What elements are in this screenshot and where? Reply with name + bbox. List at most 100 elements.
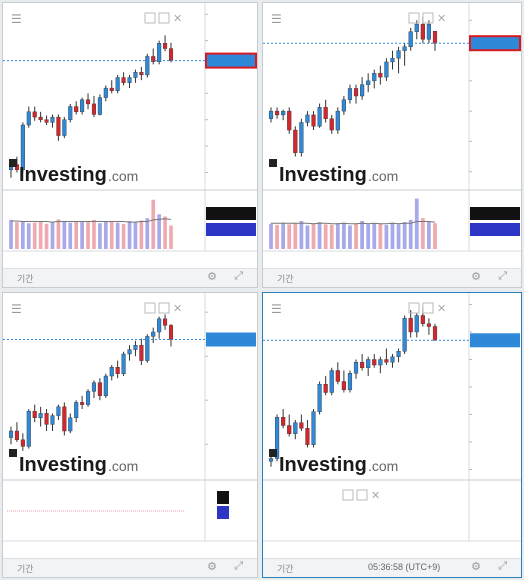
close-icon[interactable]: ✕ <box>437 303 446 315</box>
period-label[interactable]: 기간 <box>17 564 34 574</box>
volume-tag-box <box>470 207 520 220</box>
period-label[interactable]: 기간 <box>277 274 294 284</box>
close-icon[interactable]: ✕ <box>371 490 380 502</box>
settings-icon[interactable] <box>408 12 420 24</box>
period-label[interactable]: 기간 <box>277 564 294 574</box>
candle-body <box>74 402 79 419</box>
candle-body <box>317 384 322 412</box>
candle-body <box>109 87 114 91</box>
candle-body <box>366 359 371 368</box>
price-tag-box <box>470 333 520 348</box>
candle-body <box>353 88 359 97</box>
visibility-icon[interactable] <box>356 489 368 501</box>
chart-panel-russell[interactable]: Investing .com ☰ ✕ ✕ 기간 05:36:58 (UTC+9) ⚙ ⤢ <box>262 292 522 578</box>
visibility-icon[interactable] <box>158 302 170 314</box>
volume-bar <box>103 221 108 249</box>
volume-tag-box <box>206 207 256 220</box>
candle-body <box>50 116 55 123</box>
volume-bar <box>329 224 334 249</box>
gear-icon[interactable]: ⚙ <box>471 271 481 283</box>
candle-body <box>145 336 150 361</box>
chart-svg-dow[interactable]: Investing .com ☰ ✕ <box>3 3 257 269</box>
candle-body <box>396 351 401 357</box>
candle-body <box>20 124 25 171</box>
volume-bar <box>281 222 286 249</box>
expand-icon[interactable]: ⤢ <box>234 270 243 282</box>
price-tag-box <box>206 332 256 347</box>
price-tag-box <box>469 35 521 52</box>
candle-body <box>311 114 316 127</box>
candle-body <box>341 381 346 390</box>
candle-body <box>426 323 432 327</box>
candle-body <box>432 326 438 341</box>
visibility-icon[interactable] <box>422 302 434 314</box>
chart-svg-russell[interactable]: Investing .com ☰ ✕ ✕ <box>263 293 521 559</box>
candle-body <box>44 413 49 425</box>
expand-icon[interactable]: ⤢ <box>498 560 507 572</box>
settings-icon[interactable] <box>144 12 156 24</box>
gear-icon[interactable]: ⚙ <box>207 561 217 573</box>
chart-svg-nasdaq[interactable]: Investing .com ☰ ✕ <box>263 3 521 269</box>
settings-icon[interactable] <box>144 302 156 314</box>
volume-bar <box>427 221 431 249</box>
investing-logo: Investing .com <box>9 449 138 476</box>
visibility-icon[interactable] <box>158 12 170 24</box>
candle-body <box>97 97 102 115</box>
logo-mark <box>9 449 17 457</box>
candle-body <box>372 73 377 82</box>
candle-body <box>68 106 73 120</box>
candle-body <box>168 48 174 61</box>
candle-body <box>323 107 328 119</box>
candle-body <box>353 362 359 374</box>
panel-footer: 기간 05:36:58 (UTC+9) ⚙ ⤢ <box>263 558 521 577</box>
panel-menu-icon[interactable]: ☰ <box>271 302 282 316</box>
candle-body <box>390 57 395 63</box>
candle-body <box>121 77 126 84</box>
volume-bar <box>335 223 340 249</box>
investing-logo: Investing .com <box>269 159 398 186</box>
candle-body <box>38 116 43 120</box>
candle-body <box>103 87 108 98</box>
candle-body <box>80 99 85 113</box>
close-icon[interactable]: ✕ <box>437 13 446 25</box>
close-icon[interactable]: ✕ <box>173 303 182 315</box>
candle-body <box>268 458 274 462</box>
visibility-icon[interactable] <box>422 12 434 24</box>
volume-bar <box>21 221 25 249</box>
chart-panel-nasdaq[interactable]: Investing .com ☰ ✕ 기간 ⚙ ⤢ <box>262 2 522 288</box>
panel-menu-icon[interactable]: ☰ <box>11 12 22 26</box>
candle-body <box>163 318 168 326</box>
candle-body <box>402 46 407 51</box>
chart-panel-dow[interactable]: Investing .com ☰ ✕ 기간 ⚙ ⤢ <box>2 2 258 288</box>
candle-body <box>378 359 383 366</box>
settings-icon[interactable] <box>342 489 354 501</box>
candle-body <box>360 362 365 368</box>
volume-bar <box>121 223 126 249</box>
logo-domain: .com <box>108 168 138 184</box>
volume-bar <box>62 221 67 249</box>
volume-bar <box>396 224 401 249</box>
panel-menu-icon[interactable]: ☰ <box>271 12 282 26</box>
candle-body <box>299 422 304 429</box>
volume-bar <box>109 221 114 249</box>
gear-icon[interactable]: ⚙ <box>207 271 217 283</box>
chart-panel-sp500[interactable]: Investing .com ☰ ✕ 기간 ⚙ ⤢ <box>2 292 258 578</box>
volume-bar <box>80 221 84 249</box>
settings-icon[interactable] <box>408 302 420 314</box>
expand-icon[interactable]: ⤢ <box>498 270 507 282</box>
close-icon[interactable]: ✕ <box>173 13 182 25</box>
expand-icon[interactable]: ⤢ <box>234 560 243 572</box>
volume-bar <box>433 223 437 249</box>
volume-bar <box>86 222 90 249</box>
period-label[interactable]: 기간 <box>17 274 34 284</box>
candle-body <box>384 61 389 78</box>
candle-body <box>157 318 162 333</box>
investing-logo: Investing .com <box>9 159 138 186</box>
chart-svg-sp500[interactable]: Investing .com ☰ ✕ <box>3 293 257 559</box>
panel-menu-icon[interactable]: ☰ <box>11 302 22 316</box>
volume-bar <box>402 222 407 249</box>
gear-icon[interactable]: ⚙ <box>471 561 481 573</box>
candle-body <box>317 107 322 127</box>
volume-bar <box>163 216 167 249</box>
candle-body <box>414 315 419 333</box>
